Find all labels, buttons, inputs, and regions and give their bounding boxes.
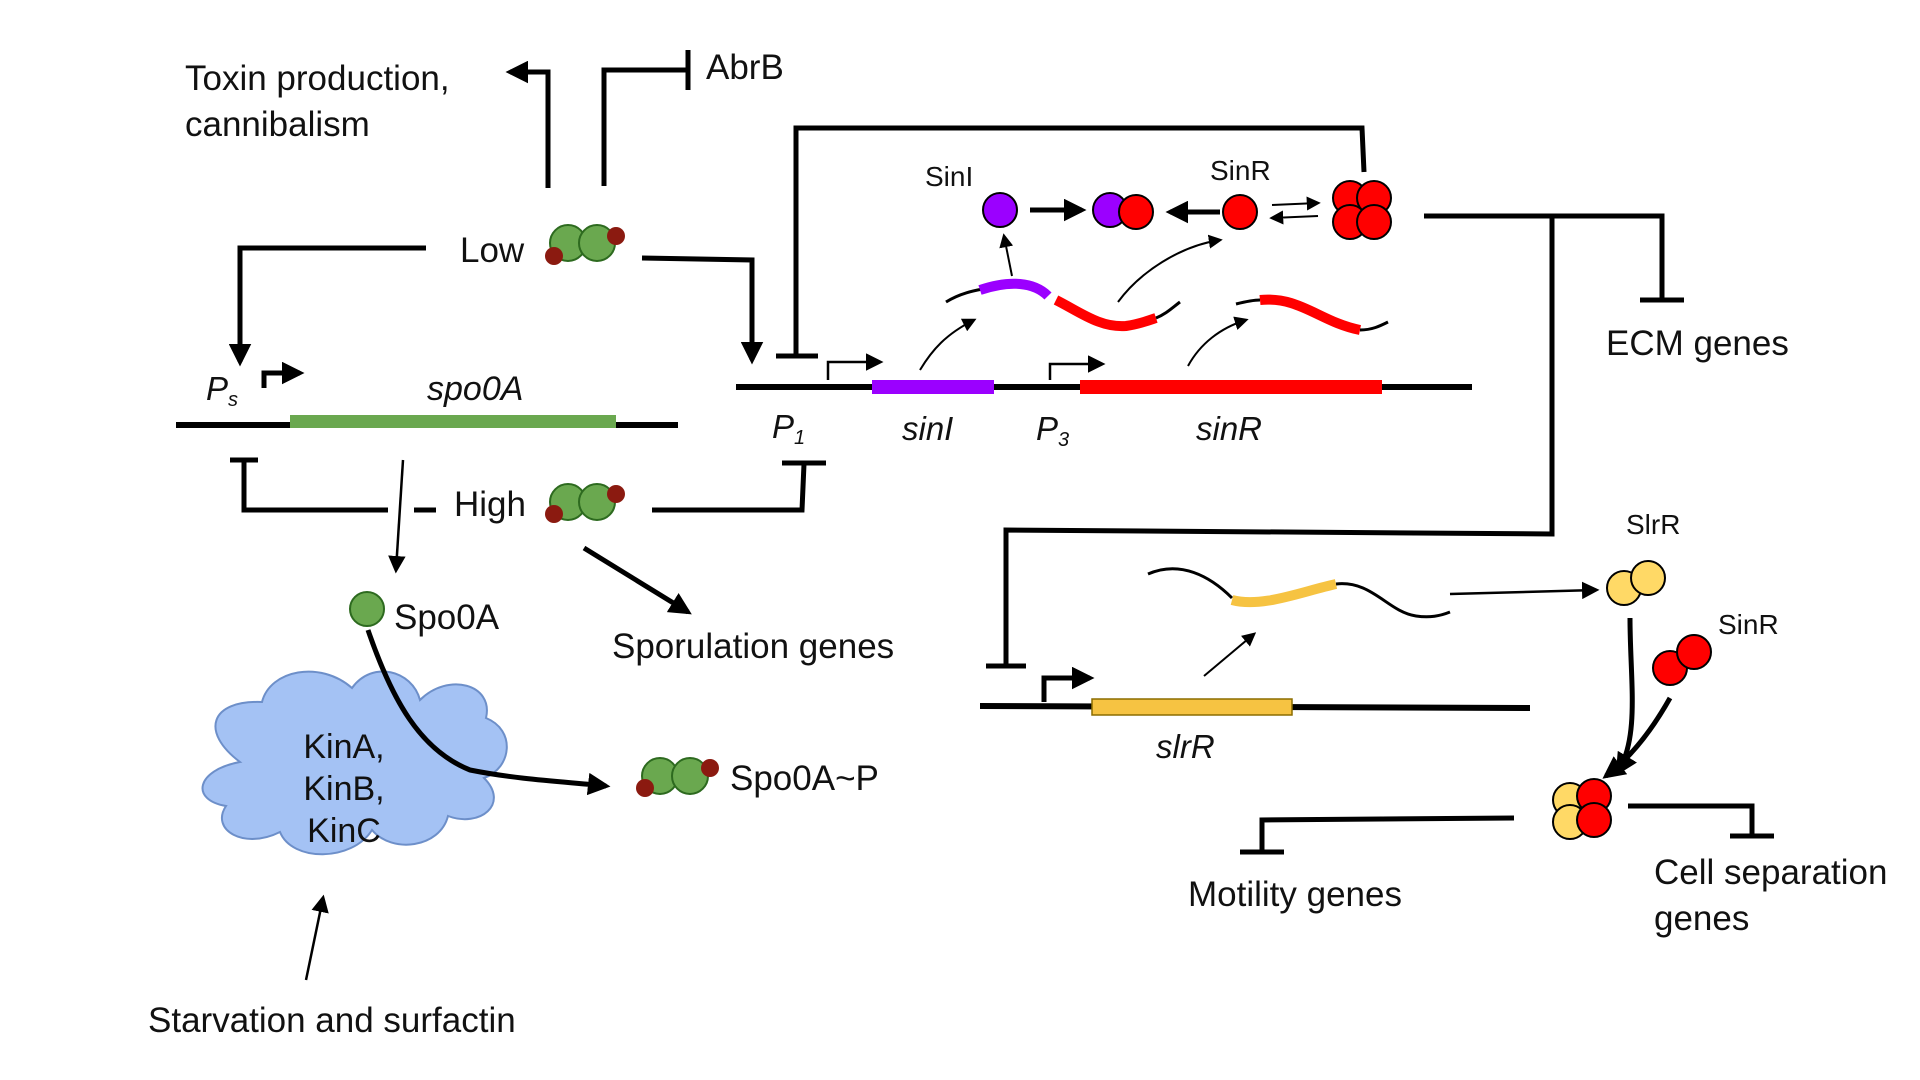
starvation-surfactin-label: Starvation and surfactin	[148, 1001, 516, 1040]
sini-translation-arrow	[999, 233, 1014, 277]
spo0a-p-product-icon	[636, 757, 719, 797]
slrr-protein-label: SlrR	[1626, 509, 1680, 540]
cell-separation-genes-label: genes	[1654, 899, 1749, 938]
slrr-translation-arrow	[1449, 581, 1600, 600]
transcription-arrow-1	[919, 318, 977, 371]
sinr-represses-ecm	[1424, 213, 1684, 303]
high-represses-p1	[652, 460, 826, 513]
high-sporulation-arrow	[582, 545, 692, 615]
p1-promoter-arrow	[826, 353, 884, 380]
abrb-label: AbrB	[706, 48, 784, 87]
sini-sinr-complex-icon	[1092, 192, 1154, 230]
sinr-translation-arrow	[1117, 234, 1223, 303]
p1-promoter-label: P1	[772, 408, 805, 449]
ps-promoter-label: Ps	[206, 370, 238, 411]
complex-represses-cell-separation	[1628, 803, 1774, 839]
transcription-arrow-2	[1187, 316, 1249, 367]
slrr-complex-arrow	[1615, 617, 1637, 776]
low-activates-ps-arrow	[228, 245, 426, 367]
sinr-represses-p1	[776, 125, 1367, 359]
sinr-tetramer-icon	[1332, 180, 1392, 240]
kina-label: KinA,	[303, 728, 384, 766]
slrr-gene-label: slrR	[1156, 728, 1215, 765]
p3-promoter-label: P3	[1036, 410, 1069, 451]
cannibalism-label: cannibalism	[185, 105, 370, 144]
cell-separation-label: Cell separation	[1654, 853, 1887, 892]
spo0a-translation-arrow	[388, 459, 406, 574]
sinr-monomer-icon	[1222, 194, 1258, 230]
starvation-arrow	[304, 894, 329, 981]
abrb-repression	[601, 50, 691, 186]
spo0a-p-low-icon	[545, 224, 625, 265]
sinr-protein-label-2: SinR	[1718, 609, 1779, 640]
p3-promoter-arrow	[1048, 355, 1106, 380]
sini-gene-bar	[872, 380, 994, 394]
kinb-label: KinB,	[303, 770, 384, 808]
sinr-mrna	[1235, 294, 1389, 335]
spo0a-p-high-icon	[545, 483, 625, 523]
ecm-genes-label: ECM genes	[1606, 324, 1789, 363]
slrr-sinr-complex-icon	[1552, 778, 1612, 840]
sini-gene-label: sinI	[902, 410, 953, 447]
complex-represses-motility	[1240, 815, 1515, 855]
sinr-complex-arrow	[1602, 696, 1673, 779]
sinr-represses-slrr	[986, 216, 1555, 669]
low-activates-p1-arrow	[641, 255, 764, 365]
kinc-label: KinC	[307, 812, 381, 850]
spo0a-p-label: Spo0A~P	[730, 759, 879, 798]
slrr-transcription-arrow	[1203, 632, 1257, 677]
sinr-gene-bar	[1080, 380, 1382, 394]
toxin-arrow	[505, 60, 551, 188]
motility-genes-label: Motility genes	[1188, 875, 1402, 914]
ps-promoter-arrow	[261, 361, 305, 388]
slrr-promoter-arrow	[1041, 666, 1095, 702]
low-label: Low	[460, 231, 525, 270]
high-label: High	[454, 485, 526, 524]
sini-protein-label: SinI	[925, 161, 973, 192]
high-represses-ps	[230, 457, 436, 513]
sporulation-genes-label: Sporulation genes	[612, 627, 894, 666]
slrr-dimer-icon	[1606, 560, 1666, 606]
sinr-tetramer-equilibrium	[1269, 196, 1321, 225]
spo0a-gene-label: spo0A	[427, 370, 523, 408]
toxin-production-label: Toxin production,	[185, 59, 450, 98]
spo0a-gene-bar	[290, 415, 616, 428]
slrr-gene-bar	[1091, 698, 1293, 716]
slrr-mrna	[1147, 567, 1451, 619]
spo0a-protein-icon	[349, 591, 385, 627]
sini-sinr-mrna	[945, 278, 1181, 332]
sinr-gene-label: sinR	[1196, 410, 1262, 447]
sinr-protein-label: SinR	[1210, 155, 1271, 186]
sinr-dimer-icon	[1652, 634, 1712, 686]
spo0a-protein-label: Spo0A	[394, 598, 500, 637]
phosphorylation-arrow	[365, 629, 611, 796]
sini-protein-icon	[982, 192, 1018, 228]
kinase-cloud	[201, 670, 508, 856]
